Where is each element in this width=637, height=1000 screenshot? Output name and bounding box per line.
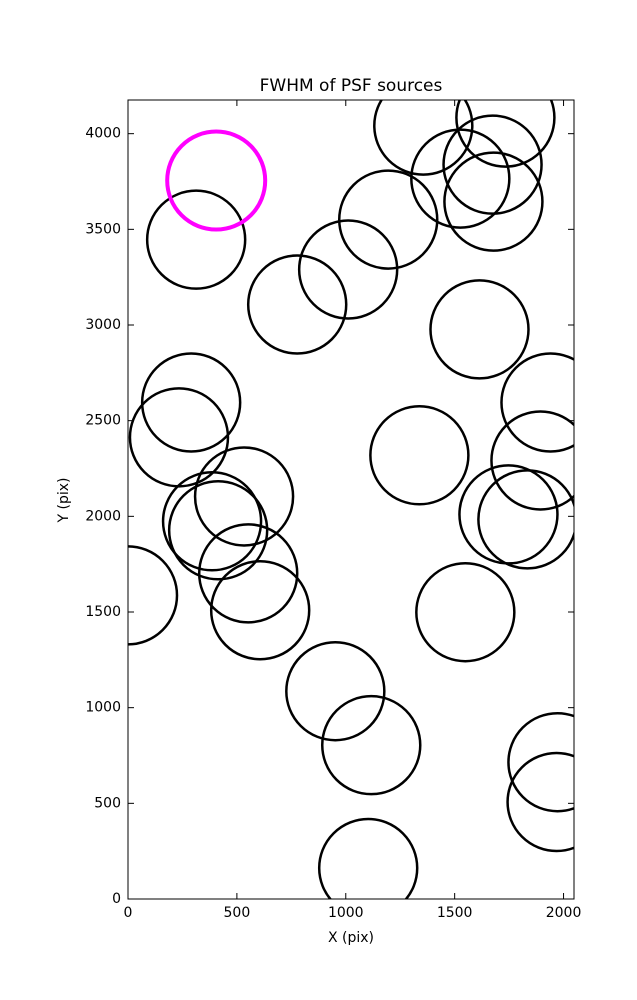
source-circle [297,219,399,320]
source-circle [209,560,311,661]
source-circle [167,480,269,581]
source-circle [442,114,543,215]
x-tick-label: 1000 [328,905,364,921]
source-circle [443,151,544,252]
source-circle [455,100,556,168]
x-tick-label: 1500 [437,905,473,921]
source-circle [429,279,530,380]
source-circle [490,410,574,511]
source-circle [415,561,516,663]
y-tick-label: 500 [94,795,121,811]
y-tick-label: 3000 [85,317,121,333]
y-tick-label: 0 [112,891,121,907]
source-circle [145,189,247,290]
source-circle [128,545,179,646]
source-circle [321,694,422,796]
x-axis-label: X (pix) [328,930,374,946]
source-circle [369,405,470,506]
x-tick-label: 0 [124,905,133,921]
plot-area [128,100,574,899]
y-axis-label: Y (pix) [56,478,72,524]
x-tick-label: 500 [224,905,251,921]
source-circle [140,352,242,453]
source-circle [373,100,474,176]
source-circle [197,523,299,624]
source-circle [500,352,574,453]
source-circle [161,471,263,572]
y-tick-label: 3500 [85,221,121,237]
source-circle [507,711,574,813]
y-tick-label: 1000 [85,700,121,716]
y-tick-label: 2500 [85,413,121,429]
source-circle [317,817,419,899]
source-circle [246,254,348,355]
axes-frame [127,99,575,900]
source-circle [337,169,439,270]
source-circle [285,640,386,742]
chart-title: FWHM of PSF sources [260,76,443,96]
source-circle [477,469,574,570]
y-tick-label: 2000 [85,508,121,524]
source-circle [165,129,268,232]
x-tick-label: 2000 [546,905,582,921]
source-circle [410,128,511,229]
source-circle [506,751,574,853]
y-tick-label: 1500 [85,604,121,620]
source-circle [193,446,295,547]
y-tick-label: 4000 [85,126,121,142]
